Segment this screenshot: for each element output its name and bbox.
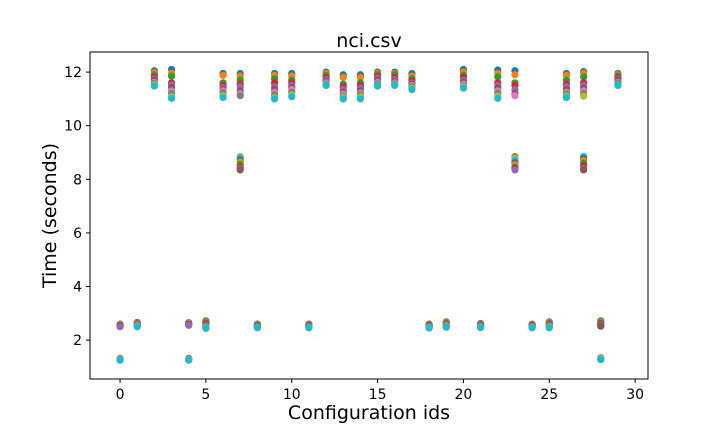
data-point bbox=[185, 356, 193, 364]
y-tick-label: 10 bbox=[64, 119, 82, 135]
data-point bbox=[391, 81, 399, 90]
data-point bbox=[305, 324, 313, 332]
data-point bbox=[133, 323, 141, 331]
data-point bbox=[408, 85, 416, 94]
x-tick-label: 5 bbox=[201, 387, 210, 403]
data-point bbox=[597, 356, 605, 364]
data-point bbox=[116, 323, 124, 331]
x-tick-label: 0 bbox=[116, 387, 125, 403]
data-point bbox=[597, 322, 605, 330]
data-point bbox=[511, 71, 519, 79]
y-tick-label: 2 bbox=[73, 333, 82, 349]
y-axis-label: Time (seconds) bbox=[39, 143, 61, 289]
data-point bbox=[459, 84, 468, 92]
data-point bbox=[494, 94, 502, 102]
data-point bbox=[185, 321, 193, 329]
data-point bbox=[425, 324, 433, 332]
y-tick-label: 12 bbox=[64, 65, 82, 81]
data-point bbox=[219, 93, 227, 102]
data-point bbox=[219, 71, 227, 79]
data-point bbox=[150, 82, 158, 90]
data-point bbox=[562, 93, 571, 102]
data-points bbox=[116, 65, 622, 364]
data-point bbox=[322, 81, 330, 90]
data-point bbox=[580, 166, 588, 174]
y-tick-label: 4 bbox=[73, 280, 82, 296]
data-point bbox=[356, 73, 365, 82]
data-point bbox=[116, 356, 124, 364]
x-axis: 0 5 10 15 20 25 30 bbox=[116, 379, 644, 403]
data-point bbox=[511, 92, 519, 100]
plot-frame bbox=[89, 51, 649, 380]
x-axis-label: Configuration ids bbox=[288, 402, 450, 424]
data-point bbox=[288, 93, 296, 101]
data-point bbox=[545, 324, 553, 332]
data-point bbox=[614, 81, 622, 90]
data-point bbox=[202, 324, 210, 332]
x-tick-label: 10 bbox=[283, 387, 301, 403]
data-point bbox=[356, 95, 365, 103]
x-tick-label: 15 bbox=[369, 387, 387, 403]
chart-title: nci.csv bbox=[336, 30, 401, 52]
x-tick-label: 25 bbox=[540, 387, 558, 403]
x-tick-label: 20 bbox=[455, 387, 473, 403]
data-point bbox=[167, 94, 176, 102]
data-point bbox=[373, 82, 382, 90]
data-point bbox=[339, 73, 347, 82]
y-axis: 2 4 6 8 10 12 bbox=[64, 65, 90, 349]
data-point bbox=[580, 92, 588, 100]
data-point bbox=[270, 95, 279, 103]
data-point bbox=[477, 323, 485, 332]
data-point bbox=[494, 73, 502, 81]
y-tick-label: 6 bbox=[73, 226, 82, 242]
data-point bbox=[580, 73, 588, 81]
data-point bbox=[236, 166, 244, 174]
data-point bbox=[167, 72, 176, 80]
y-tick-label: 8 bbox=[73, 172, 82, 188]
data-point bbox=[511, 166, 519, 174]
data-point bbox=[339, 95, 347, 103]
x-tick-label: 30 bbox=[626, 387, 644, 403]
data-point bbox=[253, 324, 261, 332]
data-point bbox=[442, 323, 450, 331]
data-point bbox=[528, 324, 536, 332]
data-point bbox=[236, 92, 244, 100]
